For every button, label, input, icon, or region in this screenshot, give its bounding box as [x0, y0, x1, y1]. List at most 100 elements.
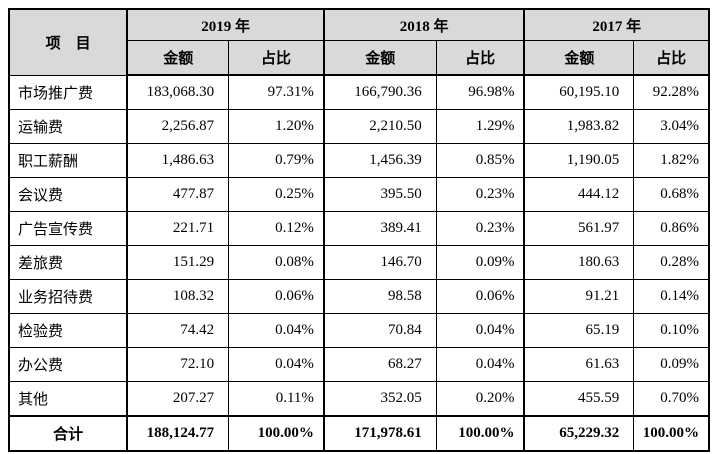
table-body: 市场推广费 183,068.30 97.31% 166,790.36 96.98… [8, 74, 710, 417]
item-column-header: 项 目 [8, 8, 128, 76]
amount-2018: 70.84 [322, 313, 437, 348]
ratio-2018: 0.06% [435, 279, 525, 314]
item-label: 检验费 [8, 313, 128, 348]
year-header-row: 项 目 2019 年 2018 年 2017 年 [8, 8, 710, 76]
ratio-2019: 0.08% [228, 245, 325, 280]
ratio-2019: 97.31% [228, 74, 325, 110]
table-row: 业务招待费 108.32 0.06% 98.58 0.06% 91.21 0.1… [8, 279, 710, 314]
table-row: 检验费 74.42 0.04% 70.84 0.04% 65.19 0.10% [8, 313, 710, 348]
amount-2018: 166,790.36 [322, 74, 437, 110]
ratio-2019: 0.25% [228, 177, 325, 212]
ratio-2018: 0.23% [435, 211, 525, 246]
ratio-2018: 0.04% [435, 347, 525, 382]
ratio-2017: 1.82% [633, 143, 710, 178]
total-ratio-2019: 100.00% [228, 415, 325, 452]
ratio-2018: 0.23% [435, 177, 525, 212]
ratio-2018: 0.04% [435, 313, 525, 348]
ratio-2017: 92.28% [633, 74, 710, 110]
amount-2019: 207.27 [126, 381, 230, 417]
amount-2019: 477.87 [126, 177, 230, 212]
item-label: 业务招待费 [8, 279, 128, 314]
ratio-2018: 0.20% [435, 381, 525, 417]
total-amount-2018: 171,978.61 [322, 415, 437, 452]
ratio-2019: 0.12% [228, 211, 325, 246]
table-footer: 合计 188,124.77 100.00% 171,978.61 100.00%… [8, 415, 710, 452]
amount-2018: 146.70 [322, 245, 437, 280]
ratio-2018: 1.29% [435, 109, 525, 144]
table-row: 办公费 72.10 0.04% 68.27 0.04% 61.63 0.09% [8, 347, 710, 382]
total-amount-2019: 188,124.77 [126, 415, 230, 452]
ratio-2017: 0.10% [633, 313, 710, 348]
table-row: 差旅费 151.29 0.08% 146.70 0.09% 180.63 0.2… [8, 245, 710, 280]
total-ratio-2018: 100.00% [435, 415, 525, 452]
total-row: 合计 188,124.77 100.00% 171,978.61 100.00%… [8, 415, 710, 452]
ratio-2017: 0.68% [633, 177, 710, 212]
ratio-2017: 0.86% [633, 211, 710, 246]
total-label: 合计 [8, 415, 128, 452]
year-header-2019: 2019 年 [126, 8, 325, 41]
total-amount-2017: 65,229.32 [523, 415, 635, 452]
year-header-2017: 2017 年 [523, 8, 710, 41]
subheader-row: 金额 占比 金额 占比 金额 占比 [9, 40, 710, 76]
amount-2018: 395.50 [322, 177, 437, 212]
ratio-header-2017: 占比 [633, 40, 710, 76]
table-row: 职工薪酬 1,486.63 0.79% 1,456.39 0.85% 1,190… [8, 143, 710, 178]
year-header-2018: 2018 年 [322, 8, 525, 41]
amount-2018: 389.41 [322, 211, 437, 246]
table-row: 市场推广费 183,068.30 97.31% 166,790.36 96.98… [8, 74, 710, 110]
ratio-2019: 0.04% [228, 347, 325, 382]
table-header: 项 目 2019 年 2018 年 2017 年 金额 占比 金额 占比 金额 … [8, 8, 710, 76]
amount-2017: 91.21 [523, 279, 635, 314]
item-label: 运输费 [8, 109, 128, 144]
ratio-2017: 0.09% [633, 347, 710, 382]
ratio-2018: 0.85% [435, 143, 525, 178]
item-label: 差旅费 [8, 245, 128, 280]
amount-2019: 183,068.30 [126, 74, 230, 110]
ratio-2019: 1.20% [228, 109, 325, 144]
ratio-2017: 0.70% [633, 381, 710, 417]
amount-2019: 151.29 [126, 245, 230, 280]
ratio-2017: 0.14% [633, 279, 710, 314]
ratio-header-2019: 占比 [228, 40, 325, 76]
ratio-2018: 96.98% [435, 74, 525, 110]
expense-breakdown-table: 项 目 2019 年 2018 年 2017 年 金额 占比 金额 占比 金额 … [8, 8, 710, 452]
amount-2019: 74.42 [126, 313, 230, 348]
amount-header-2019: 金额 [126, 40, 230, 76]
item-label: 广告宣传费 [8, 211, 128, 246]
amount-2018: 352.05 [322, 381, 437, 417]
amount-2018: 68.27 [322, 347, 437, 382]
amount-2019: 108.32 [126, 279, 230, 314]
amount-2017: 180.63 [523, 245, 635, 280]
amount-2017: 444.12 [523, 177, 635, 212]
ratio-2019: 0.79% [228, 143, 325, 178]
item-label: 职工薪酬 [8, 143, 128, 178]
table-row: 广告宣传费 221.71 0.12% 389.41 0.23% 561.97 0… [8, 211, 710, 246]
amount-2017: 1,190.05 [523, 143, 635, 178]
ratio-2018: 0.09% [435, 245, 525, 280]
ratio-2017: 0.28% [633, 245, 710, 280]
amount-2017: 65.19 [523, 313, 635, 348]
total-ratio-2017: 100.00% [633, 415, 710, 452]
ratio-2019: 0.11% [228, 381, 325, 417]
amount-2017: 61.63 [523, 347, 635, 382]
amount-2017: 561.97 [523, 211, 635, 246]
amount-2019: 72.10 [126, 347, 230, 382]
table-row: 其他 207.27 0.11% 352.05 0.20% 455.59 0.70… [8, 381, 710, 417]
ratio-header-2018: 占比 [435, 40, 525, 76]
amount-2017: 1,983.82 [523, 109, 635, 144]
amount-2019: 1,486.63 [126, 143, 230, 178]
table-row: 会议费 477.87 0.25% 395.50 0.23% 444.12 0.6… [8, 177, 710, 212]
amount-2018: 2,210.50 [322, 109, 437, 144]
amount-header-2018: 金额 [322, 40, 437, 76]
amount-2018: 1,456.39 [322, 143, 437, 178]
ratio-2017: 3.04% [633, 109, 710, 144]
amount-2019: 221.71 [126, 211, 230, 246]
item-label: 会议费 [8, 177, 128, 212]
amount-2017: 455.59 [523, 381, 635, 417]
item-label: 市场推广费 [8, 74, 128, 110]
amount-2017: 60,195.10 [523, 74, 635, 110]
table-row: 运输费 2,256.87 1.20% 2,210.50 1.29% 1,983.… [8, 109, 710, 144]
item-label: 办公费 [8, 347, 128, 382]
amount-2018: 98.58 [322, 279, 437, 314]
